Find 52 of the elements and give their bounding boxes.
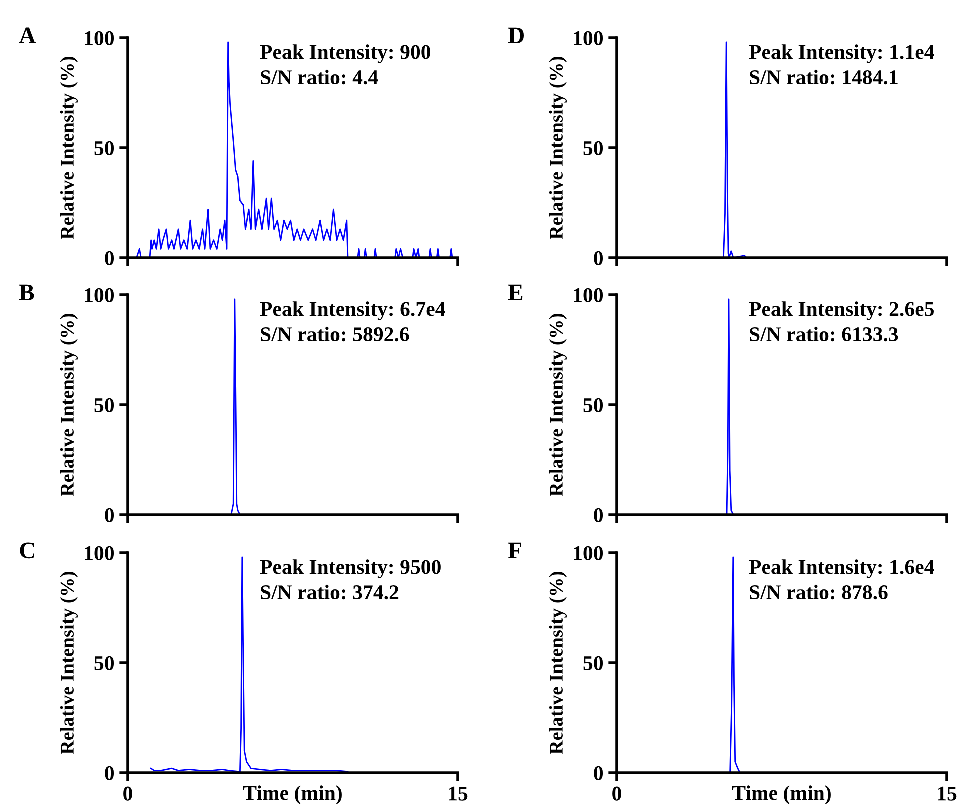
y-axis-title: Relative Intensity (%) xyxy=(60,314,78,496)
y-axis-title: Relative Intensity (%) xyxy=(549,572,567,754)
chart-title: B xyxy=(19,284,34,300)
y-tick-label: 0 xyxy=(594,766,604,780)
y-tick-label: 100 xyxy=(85,31,114,46)
y-tick-label: 0 xyxy=(594,508,604,522)
annotation: S/N ratio: 4.4 xyxy=(261,70,378,85)
y-tick-label: 50 xyxy=(94,141,114,156)
annotation: Peak Intensity: 9500 xyxy=(260,560,441,579)
y-tick-label: 50 xyxy=(584,398,604,412)
y-axis-title: Relative Intensity (%) xyxy=(549,57,567,240)
y-tick-label: 100 xyxy=(574,546,604,560)
y-tick-label: 0 xyxy=(105,251,114,266)
x-tick-label: 0 xyxy=(612,786,622,801)
y-tick-label: 0 xyxy=(105,508,114,522)
y-tick-label: 100 xyxy=(85,546,114,560)
chart-title: E xyxy=(508,284,523,300)
y-axis-title: Relative Intensity (%) xyxy=(549,314,567,496)
y-tick-label: 100 xyxy=(574,288,604,302)
y-tick-label: 50 xyxy=(94,656,114,670)
y-tick-label: 0 xyxy=(105,766,114,780)
y-tick-label: 0 xyxy=(594,251,604,266)
annotation: S/N ratio: 6133.3 xyxy=(750,326,898,342)
x-tick-label: 0 xyxy=(124,786,132,801)
annotation: Peak Intensity: 1.6e4 xyxy=(749,560,934,579)
chart-title: A xyxy=(19,28,36,44)
annotation: S/N ratio: 1484.1 xyxy=(750,70,898,85)
y-axis-title: Relative Intensity (%) xyxy=(60,572,78,754)
y-tick-label: 100 xyxy=(85,288,114,302)
chart-title: C xyxy=(20,542,34,559)
line-series xyxy=(136,42,454,258)
line-series xyxy=(723,42,748,258)
y-axis-title: Relative Intensity (%) xyxy=(60,57,78,240)
annotation: Peak Intensity: 6.7e4 xyxy=(260,302,446,321)
annotation: S/N ratio: 5892.6 xyxy=(261,326,410,342)
x-axis-title: Time (min) xyxy=(243,786,342,805)
y-tick-label: 50 xyxy=(94,398,114,412)
annotation: S/N ratio: 374.2 xyxy=(261,584,399,600)
annotation: Peak Intensity: 1.1e4 xyxy=(749,44,934,64)
y-tick-label: 50 xyxy=(584,141,604,156)
x-tick-label: 15 xyxy=(938,786,957,801)
chart-title: F xyxy=(508,542,522,558)
line-series xyxy=(230,298,241,515)
chart-title: D xyxy=(508,28,524,44)
x-axis-title: Time (min) xyxy=(732,786,831,805)
x-tick-label: 15 xyxy=(449,786,468,801)
y-tick-label: 100 xyxy=(574,31,604,46)
annotation: S/N ratio: 878.6 xyxy=(750,584,888,600)
y-tick-label: 50 xyxy=(584,656,604,670)
annotation: Peak Intensity: 900 xyxy=(260,44,430,64)
annotation: Peak Intensity: 2.6e5 xyxy=(749,302,934,321)
line-series xyxy=(726,298,734,515)
